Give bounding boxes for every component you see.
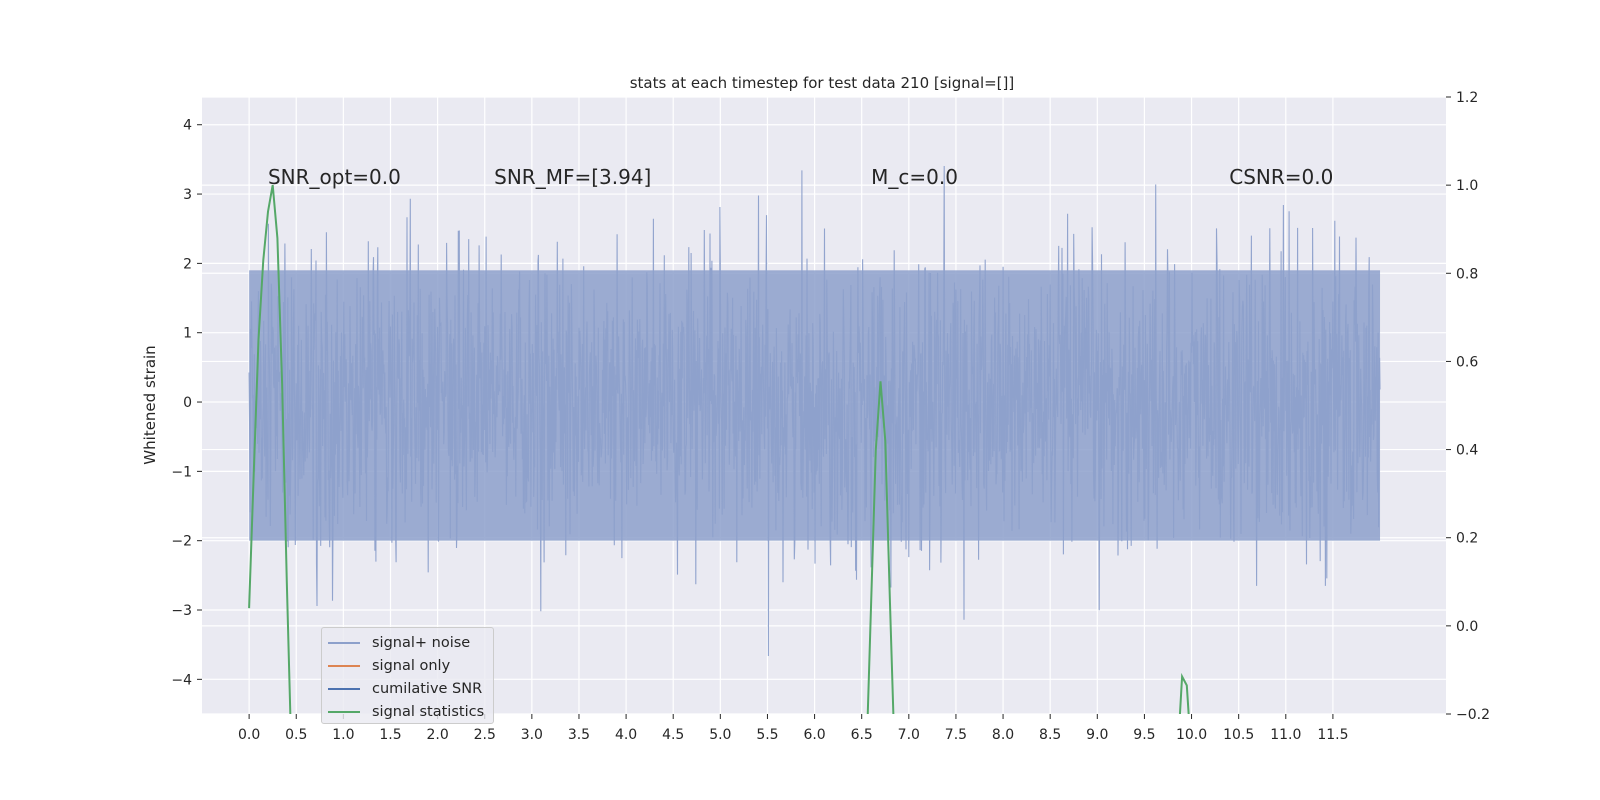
x-tick-label: 8.5 — [1039, 727, 1061, 743]
x-tick-label: 1.5 — [379, 727, 401, 743]
x-tick-label: 0.5 — [285, 727, 307, 743]
y2-tick-label: 0.2 — [1456, 531, 1478, 547]
y-axis-left: 4 3 2 1 0 −1 −2 −3 −4 — [171, 118, 202, 688]
legend-label: signal+ noise — [372, 634, 471, 651]
y-tick-label: 0 — [183, 395, 192, 411]
y2-tick-label: 1.0 — [1456, 178, 1478, 194]
x-tick-label: 10.0 — [1176, 727, 1207, 743]
y2-tick-label: 0.4 — [1456, 443, 1478, 459]
y2-tick-label: 0.6 — [1456, 354, 1478, 370]
y-axis-label: Whitened strain — [141, 345, 159, 464]
x-tick-label: 8.0 — [992, 727, 1014, 743]
x-tick-label: 11.5 — [1317, 727, 1348, 743]
x-tick-label: 6.5 — [851, 727, 873, 743]
y-tick-label: −1 — [171, 464, 192, 480]
x-tick-label: 9.0 — [1086, 727, 1108, 743]
annotation: SNR_MF=[3.94] — [494, 165, 651, 189]
x-tick-label: 5.5 — [756, 727, 778, 743]
legend-item: signal only — [328, 654, 493, 677]
x-tick-label: 5.0 — [709, 727, 731, 743]
legend-item: signal+ noise — [328, 631, 493, 654]
annotations: SNR_opt=0.0 SNR_MF=[3.94] M_c=0.0 CSNR=0.0 — [268, 165, 1333, 189]
legend-label: signal only — [372, 657, 451, 674]
series-signal-statistics — [248, 184, 1190, 714]
legend-item: signal statistics — [328, 700, 493, 723]
annotation: SNR_opt=0.0 — [268, 165, 401, 189]
x-tick-label: 2.0 — [426, 727, 448, 743]
legend-swatch — [328, 710, 360, 713]
y-tick-label: −3 — [171, 603, 192, 619]
series-lines — [248, 184, 1190, 714]
y2-tick-label: 0.8 — [1456, 266, 1478, 282]
x-tick-label: 11.0 — [1270, 727, 1301, 743]
x-tick-label: 4.5 — [662, 727, 684, 743]
y2-tick-label: −0.2 — [1456, 707, 1490, 723]
annotation: M_c=0.0 — [871, 165, 958, 189]
y-tick-label: −2 — [171, 534, 192, 550]
x-tick-label: 9.5 — [1133, 727, 1155, 743]
x-tick-label: 3.5 — [568, 727, 590, 743]
chart-title: stats at each timestep for test data 210… — [630, 74, 1015, 92]
x-axis: 0.0 0.5 1.0 1.5 2.0 2.5 3.0 3.5 4.0 4.5 5.0 5.5 6.0 6… — [238, 714, 1348, 743]
annotation: CSNR=0.0 — [1229, 165, 1333, 189]
legend-label: signal statistics — [372, 703, 485, 720]
legend-swatch — [328, 664, 360, 667]
legend-swatch — [328, 687, 360, 690]
y-tick-label: −4 — [171, 672, 192, 688]
x-tick-label: 0.0 — [238, 727, 260, 743]
legend: signal+ noise signal only cumilative SNR… — [321, 627, 494, 724]
x-tick-label: 1.0 — [332, 727, 354, 743]
y-axis-right: 1.2 1.0 0.8 0.6 0.4 0.2 0.0 −0.2 — [1446, 90, 1490, 723]
legend-item: cumilative SNR — [328, 677, 493, 700]
y2-tick-label: 1.2 — [1456, 90, 1478, 106]
x-tick-label: 6.0 — [803, 727, 825, 743]
series-signal-noise — [248, 165, 1381, 657]
y-tick-label: 2 — [183, 256, 192, 272]
noise-line — [248, 165, 1381, 657]
y-tick-label: 3 — [183, 187, 192, 203]
legend-label: cumilative SNR — [372, 680, 483, 697]
y-tick-label: 4 — [183, 118, 192, 134]
x-tick-label: 10.5 — [1223, 727, 1254, 743]
legend-swatch — [328, 641, 360, 644]
x-tick-label: 3.0 — [521, 727, 543, 743]
x-tick-label: 2.5 — [474, 727, 496, 743]
x-tick-label: 4.0 — [615, 727, 637, 743]
y2-tick-label: 0.0 — [1456, 619, 1478, 635]
y-tick-label: 1 — [183, 326, 192, 342]
x-tick-label: 7.0 — [898, 727, 920, 743]
x-tick-label: 7.5 — [945, 727, 967, 743]
